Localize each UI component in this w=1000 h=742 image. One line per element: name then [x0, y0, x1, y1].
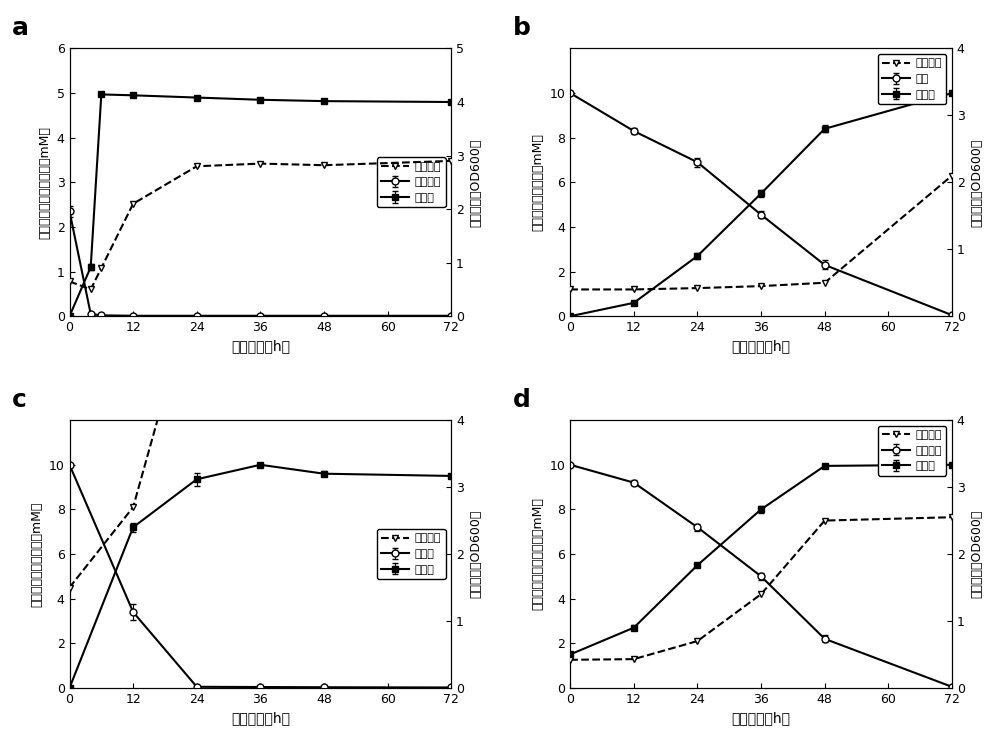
细胞生长 [564, 655, 576, 664]
Y-axis label: 细胞生长（OD600）: 细胞生长（OD600） [470, 138, 483, 226]
Y-axis label: 粘糘酸和苯酚浓度（mM）: 粘糘酸和苯酚浓度（mM） [531, 134, 544, 232]
细胞生长 [691, 637, 703, 646]
细胞生长 [85, 285, 97, 294]
细胞生长 [445, 202, 457, 211]
Line: 细胞生长: 细胞生长 [66, 157, 455, 293]
X-axis label: 发酵时间（h）: 发酵时间（h） [231, 712, 290, 726]
Text: a: a [12, 16, 29, 40]
细胞生长 [445, 157, 457, 165]
Y-axis label: 粘糘酸和感創木酚浓度（mM）: 粘糘酸和感創木酚浓度（mM） [531, 498, 544, 611]
细胞生长 [318, 185, 330, 194]
细胞生长 [64, 583, 76, 592]
细胞生长 [564, 285, 576, 294]
Y-axis label: 粘糘酸和苯甲酸浓度（mM）: 粘糘酸和苯甲酸浓度（mM） [30, 502, 43, 607]
Y-axis label: 粘糘酸和邻苯二酚浓度（mM）: 粘糘酸和邻苯二酚浓度（mM） [38, 126, 51, 239]
细胞生长 [254, 159, 266, 168]
Text: c: c [12, 388, 27, 412]
细胞生长 [691, 283, 703, 292]
Y-axis label: 细胞生长（OD600）: 细胞生长（OD600） [470, 510, 483, 598]
细胞生长 [127, 200, 139, 209]
Line: 细胞生长: 细胞生长 [66, 186, 455, 591]
细胞生长 [628, 654, 640, 663]
Legend: 细胞生长, 邻苯二酚, 粘糘酸: 细胞生长, 邻苯二酚, 粘糘酸 [377, 157, 446, 207]
细胞生长 [755, 282, 767, 291]
Line: 细胞生长: 细胞生长 [567, 513, 955, 663]
Y-axis label: 细胞生长（OD600）: 细胞生长（OD600） [970, 510, 983, 598]
Legend: 细胞生长, 苯酚, 粘糘酸: 细胞生长, 苯酚, 粘糘酸 [878, 54, 946, 104]
X-axis label: 发酵时间（h）: 发酵时间（h） [732, 340, 791, 354]
Legend: 细胞生长, 苯甲酸, 粘糘酸: 细胞生长, 苯甲酸, 粘糘酸 [377, 529, 446, 579]
细胞生长 [946, 513, 958, 522]
细胞生长 [819, 516, 831, 525]
Legend: 细胞生长, 感創木酚, 粘糘酸: 细胞生长, 感創木酚, 粘糘酸 [878, 426, 946, 476]
细胞生长 [628, 285, 640, 294]
细胞生长 [819, 278, 831, 287]
Line: 细胞生长: 细胞生长 [567, 172, 955, 293]
细胞生长 [254, 185, 266, 194]
Y-axis label: 细胞生长（OD600）: 细胞生长（OD600） [970, 138, 983, 226]
细胞生长 [127, 503, 139, 512]
细胞生长 [191, 275, 203, 284]
Text: d: d [513, 388, 531, 412]
X-axis label: 发酵时间（h）: 发酵时间（h） [732, 712, 791, 726]
细胞生长 [191, 162, 203, 171]
细胞生长 [95, 263, 107, 272]
X-axis label: 发酵时间（h）: 发酵时间（h） [231, 340, 290, 354]
细胞生长 [755, 590, 767, 599]
细胞生长 [318, 161, 330, 170]
细胞生长 [946, 171, 958, 180]
细胞生长 [64, 277, 76, 286]
Text: b: b [513, 16, 531, 40]
